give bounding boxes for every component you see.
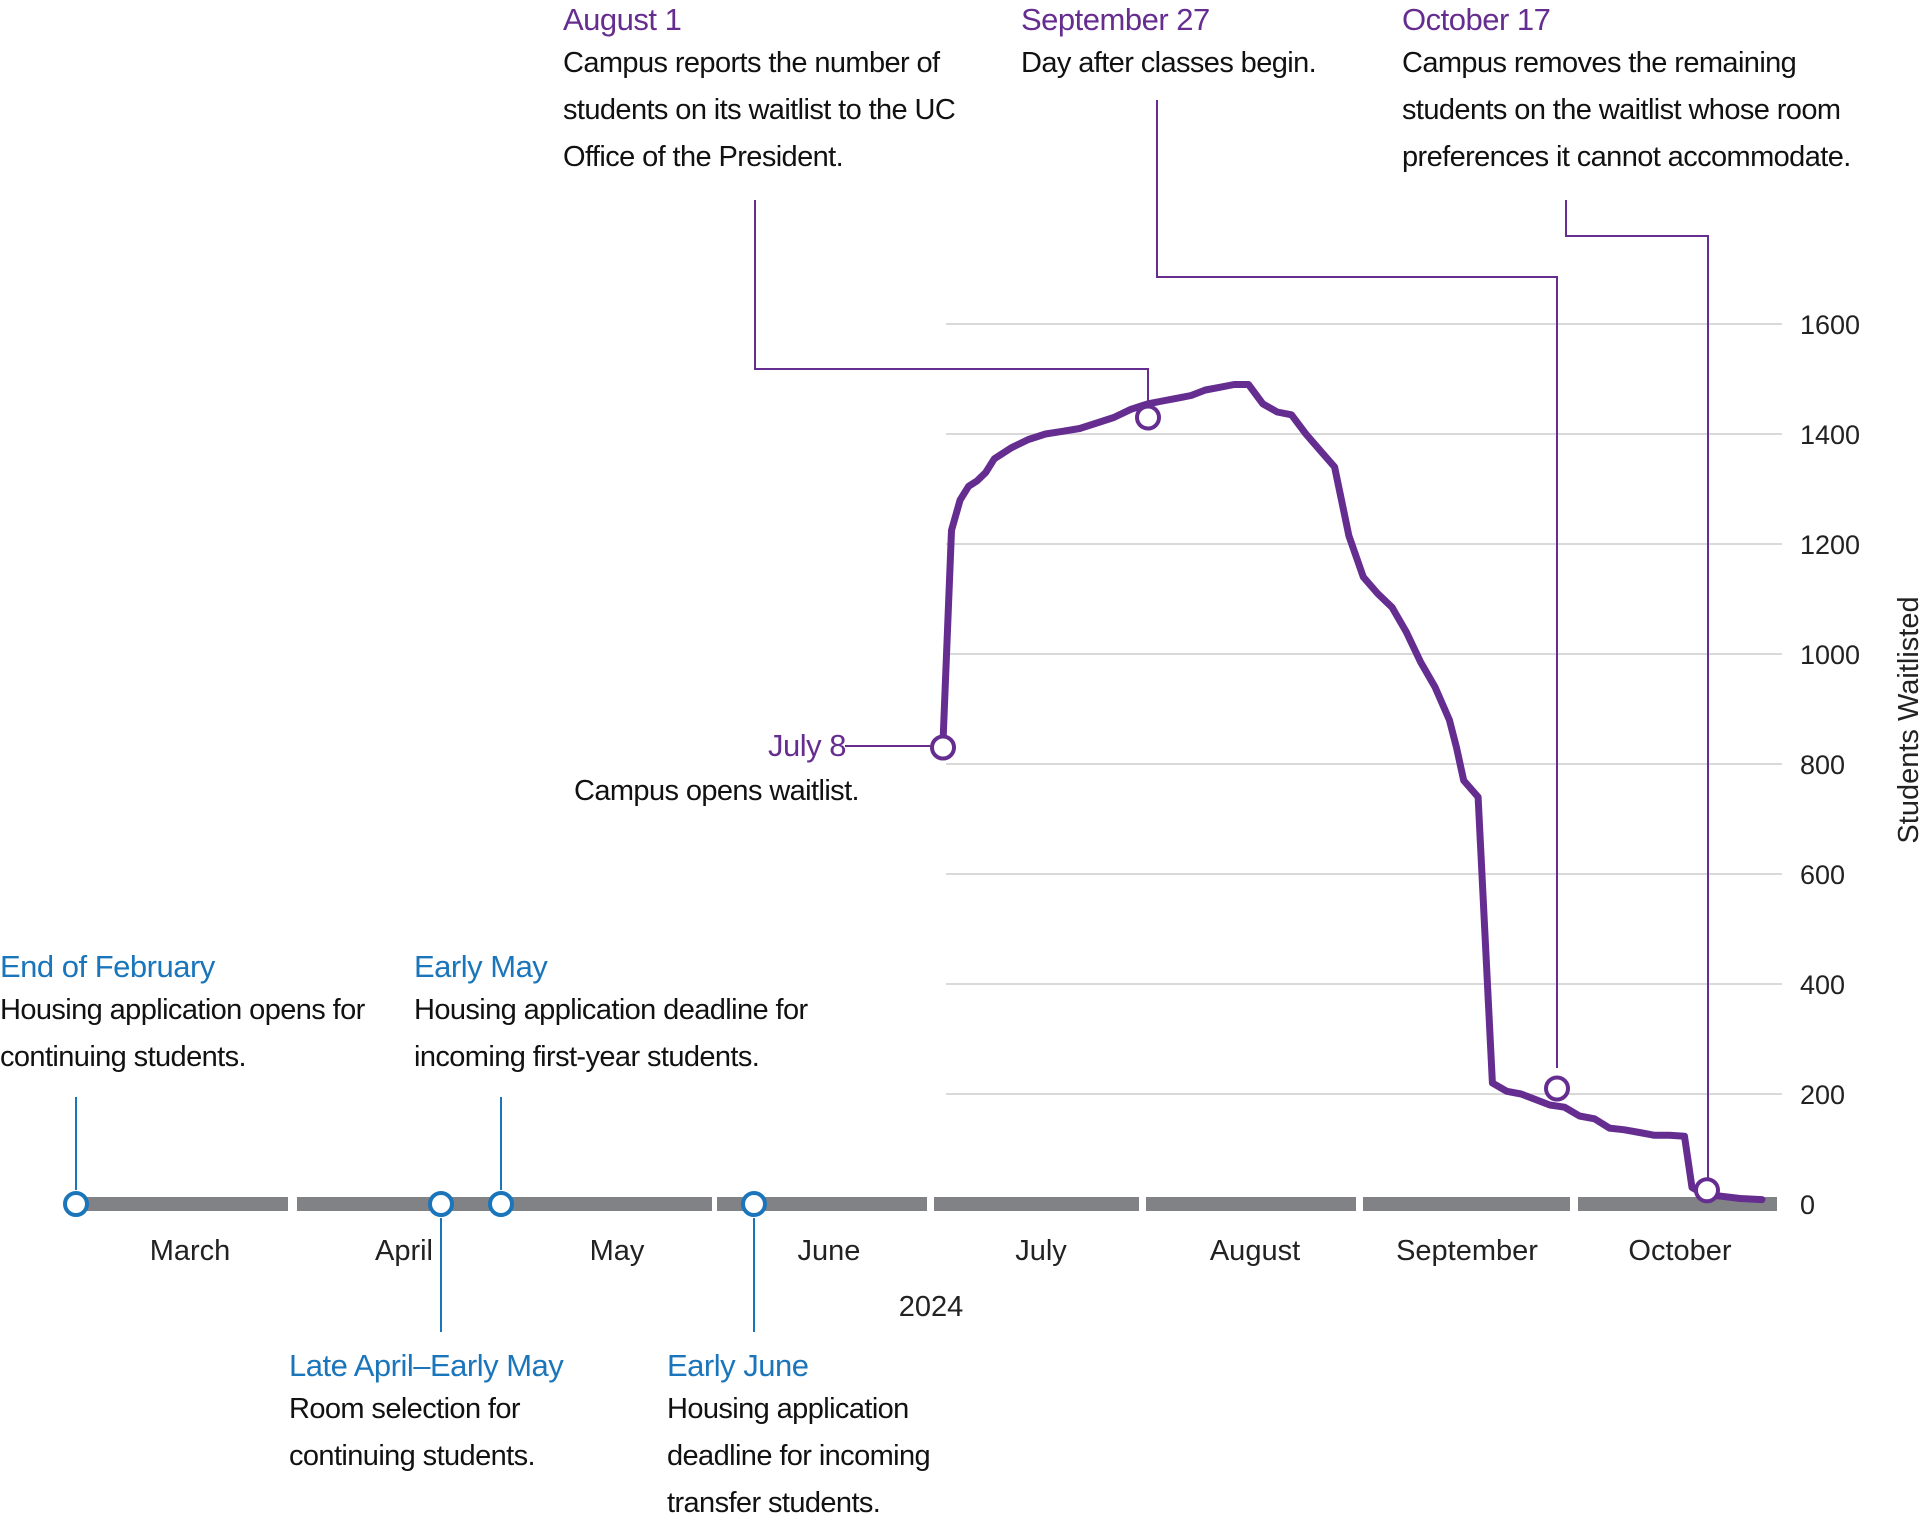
- y-tick-label: 1600: [1800, 310, 1860, 340]
- month-label: September: [1396, 1235, 1538, 1267]
- annotation-date: September 27: [1021, 2, 1210, 37]
- month-label: April: [375, 1235, 433, 1267]
- annotation-end-of-february: End of February Housing application open…: [0, 947, 365, 1081]
- y-axis-ticks: 0 200 400 600 800 1000 1200 1400 1600: [1800, 310, 1860, 1220]
- annotation-september-27: September 27 Day after classes begin.: [1021, 0, 1317, 87]
- leader-october-17: [1565, 200, 1709, 1180]
- event-markers: [63, 404, 1720, 1217]
- month-labels: March April May June July August September Octo…: [150, 1235, 1732, 1267]
- annotation-desc-line: continuing students.: [0, 1041, 247, 1073]
- annotation-july-8-date: July 8: [768, 726, 846, 766]
- event-marker-purple: [1694, 1177, 1720, 1204]
- annotation-desc-line: Campus removes the remaining: [1402, 47, 1797, 79]
- month-label: May: [590, 1235, 645, 1267]
- year-label: 2024: [899, 1291, 964, 1323]
- month-label: March: [150, 1235, 231, 1267]
- event-marker-blue: [488, 1191, 514, 1217]
- timeline-bar: [76, 1197, 1777, 1211]
- annotation-desc-line: incoming first-year students.: [414, 1041, 760, 1073]
- annotation-date: October 17: [1402, 2, 1551, 37]
- month-label: June: [798, 1235, 861, 1267]
- annotation-early-june: Early June Housing application deadline …: [667, 1346, 931, 1527]
- gridlines: [946, 323, 1782, 1095]
- annotation-late-april-early-may: Late April–Early May Room selection for …: [289, 1346, 564, 1480]
- timeline-segment: [717, 1197, 927, 1211]
- annotation-desc-line: transfer students.: [667, 1487, 881, 1519]
- annotation-desc-line: continuing students.: [289, 1440, 536, 1472]
- annotation-desc-line: Housing application: [667, 1393, 909, 1425]
- event-marker-blue: [428, 1191, 454, 1217]
- annotation-july-8-desc: Campus opens waitlist.: [574, 768, 860, 815]
- timeline-segment: [1363, 1197, 1570, 1211]
- event-marker-blue: [741, 1191, 767, 1217]
- annotation-date: July 8: [768, 728, 846, 763]
- annotation-desc-line: Day after classes begin.: [1021, 47, 1317, 79]
- y-axis-label: Students Waitlisted: [1893, 596, 1920, 843]
- annotation-leaders: [75, 100, 1709, 1332]
- annotation-date: Late April–Early May: [289, 1348, 564, 1383]
- annotation-desc-line: Campus reports the number of: [563, 47, 940, 79]
- annotation-august-1: August 1 Campus reports the number of st…: [563, 0, 956, 181]
- annotation-desc-line: Room selection for: [289, 1393, 521, 1425]
- timeline-segment: [76, 1197, 288, 1211]
- month-label: October: [1628, 1235, 1731, 1267]
- timeline-segment: [1578, 1197, 1777, 1211]
- annotation-desc-line: students on its waitlist to the UC: [563, 94, 956, 126]
- annotation-date: August 1: [563, 2, 682, 37]
- annotation-early-may: Early May Housing application deadline f…: [414, 947, 808, 1081]
- y-tick-label: 200: [1800, 1080, 1845, 1110]
- y-tick-label: 1000: [1800, 640, 1860, 670]
- annotation-desc-line: Housing application deadline for: [414, 994, 808, 1026]
- y-tick-label: 1400: [1800, 420, 1860, 450]
- event-marker-blue: [63, 1191, 89, 1217]
- timeline-segment: [934, 1197, 1139, 1211]
- y-tick-label: 400: [1800, 970, 1845, 1000]
- annotation-desc-line: Campus opens waitlist.: [574, 775, 860, 807]
- y-tick-label: 0: [1800, 1190, 1815, 1220]
- event-marker-purple: [1135, 404, 1161, 431]
- y-tick-label: 1200: [1800, 530, 1860, 560]
- month-label: July: [1015, 1235, 1067, 1267]
- event-marker-purple: [1544, 1075, 1570, 1102]
- annotation-desc-line: preferences it cannot accommodate.: [1402, 141, 1851, 173]
- leader-august-1: [754, 200, 1149, 405]
- y-tick-label: 800: [1800, 750, 1845, 780]
- waitlist-line: [939, 381, 1766, 1204]
- y-tick-label: 600: [1800, 860, 1845, 890]
- month-label: August: [1210, 1235, 1300, 1267]
- timeline-segment: [1146, 1197, 1356, 1211]
- annotation-desc-line: Housing application opens for: [0, 994, 365, 1026]
- leader-september-27: [1156, 100, 1558, 1068]
- annotation-date: Early May: [414, 949, 548, 984]
- annotation-desc-line: students on the waitlist whose room: [1402, 94, 1841, 126]
- annotation-date: End of February: [0, 949, 215, 984]
- annotation-october-17: October 17 Campus removes the remaining …: [1402, 0, 1851, 181]
- event-marker-purple: [930, 734, 956, 761]
- annotation-desc-line: deadline for incoming: [667, 1440, 931, 1472]
- annotation-date: Early June: [667, 1348, 809, 1383]
- annotation-desc-line: Office of the President.: [563, 141, 844, 173]
